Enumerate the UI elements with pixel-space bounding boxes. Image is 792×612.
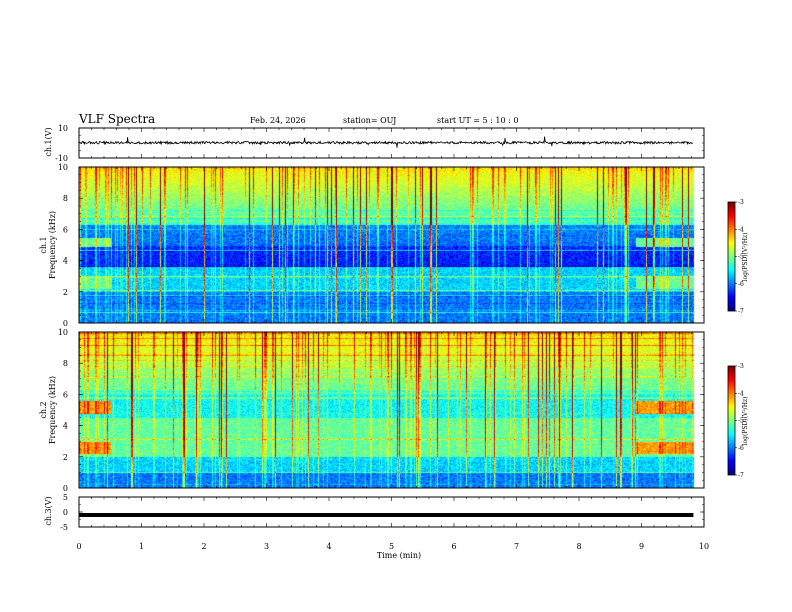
x-tick-label: 3 — [264, 542, 269, 551]
axis-labels: 0 1 2 3 4 5 6 7 8 9 1010-100246810024681050-5-3-4-… — [55, 124, 744, 551]
y-tick-label: -10 — [55, 154, 68, 163]
ch2-colorbar-label: log(PSD)(V²/Hz) — [742, 397, 749, 446]
colorbar-tick-label: -5 — [738, 254, 744, 261]
axis-ticks — [78, 127, 737, 528]
ch2-spectrogram-ylabel: Frequency (kHz) — [48, 376, 57, 444]
y-tick-label: 10 — [58, 163, 68, 172]
station-label: station= OUJ — [343, 116, 396, 125]
ch2-colorbar-image — [728, 366, 735, 475]
x-tick-label: 8 — [576, 542, 581, 551]
y-tick-label: 4 — [63, 422, 68, 431]
ch1-waveform-trace — [78, 136, 693, 148]
y-tick-label: 8 — [63, 359, 68, 368]
ch1-waveform-ylabel: ch.1(V) — [44, 127, 53, 156]
y-tick-label: 0 — [63, 508, 68, 517]
y-tick-label: 0 — [63, 484, 68, 493]
x-tick-label: 10 — [699, 542, 709, 551]
y-tick-label: 10 — [58, 124, 68, 133]
x-tick-label: 9 — [639, 542, 644, 551]
x-tick-label: 0 — [76, 542, 81, 551]
y-tick-label: 5 — [63, 493, 68, 502]
y-tick-label: 2 — [63, 453, 68, 462]
x-axis-title: Time (min) — [377, 551, 421, 560]
colorbar-tick-label: -6 — [738, 281, 744, 288]
ch2-spectrogram-ylabel-top: ch.2 — [39, 401, 48, 418]
y-tick-label: -5 — [60, 523, 68, 532]
y-tick-label: 0 — [63, 319, 68, 328]
colorbar-tick-label: -7 — [738, 472, 744, 479]
ch1-colorbar-image — [728, 202, 735, 311]
x-tick-label: 2 — [201, 542, 206, 551]
x-tick-label: 1 — [139, 542, 144, 551]
colorbar-tick-label: -5 — [738, 418, 744, 425]
ch1-spectrogram-ylabel-top: ch.1 — [39, 236, 48, 253]
ch1-spectrogram-ylabel: Frequency (kHz) — [48, 211, 57, 279]
colorbar-tick-label: -7 — [738, 308, 744, 315]
colorbar-tick-label: -4 — [738, 390, 744, 397]
x-tick-label: 7 — [514, 542, 519, 551]
figure-title: VLF Spectra — [78, 112, 155, 126]
x-tick-label: 6 — [451, 542, 456, 551]
colorbar-tick-label: -3 — [738, 199, 744, 206]
x-tick-label: 4 — [326, 542, 331, 551]
y-tick-label: 2 — [63, 288, 68, 297]
ch3-waveform-ylabel: ch.3(V) — [44, 496, 53, 525]
ch1-colorbar-label: log(PSD)(V²/Hz) — [742, 233, 749, 282]
date-label: Feb. 24, 2026 — [250, 116, 306, 125]
ch3-waveform-panel — [78, 496, 705, 528]
y-tick-label: 10 — [58, 328, 68, 337]
colorbar-tick-label: -3 — [738, 363, 744, 370]
y-tick-label: 6 — [63, 225, 68, 234]
y-tick-label: 8 — [63, 194, 68, 203]
colorbar-tick-label: -6 — [738, 445, 744, 452]
y-tick-label: 4 — [63, 257, 68, 266]
y-tick-label: 6 — [63, 390, 68, 399]
start-time-label: start UT = 5 : 10 : 0 — [437, 116, 518, 125]
x-tick-label: 5 — [389, 542, 394, 551]
ch1-spectrogram-image — [79, 167, 704, 323]
colorbar-tick-label: -4 — [738, 226, 744, 233]
ch2-spectrogram-image — [79, 332, 704, 488]
